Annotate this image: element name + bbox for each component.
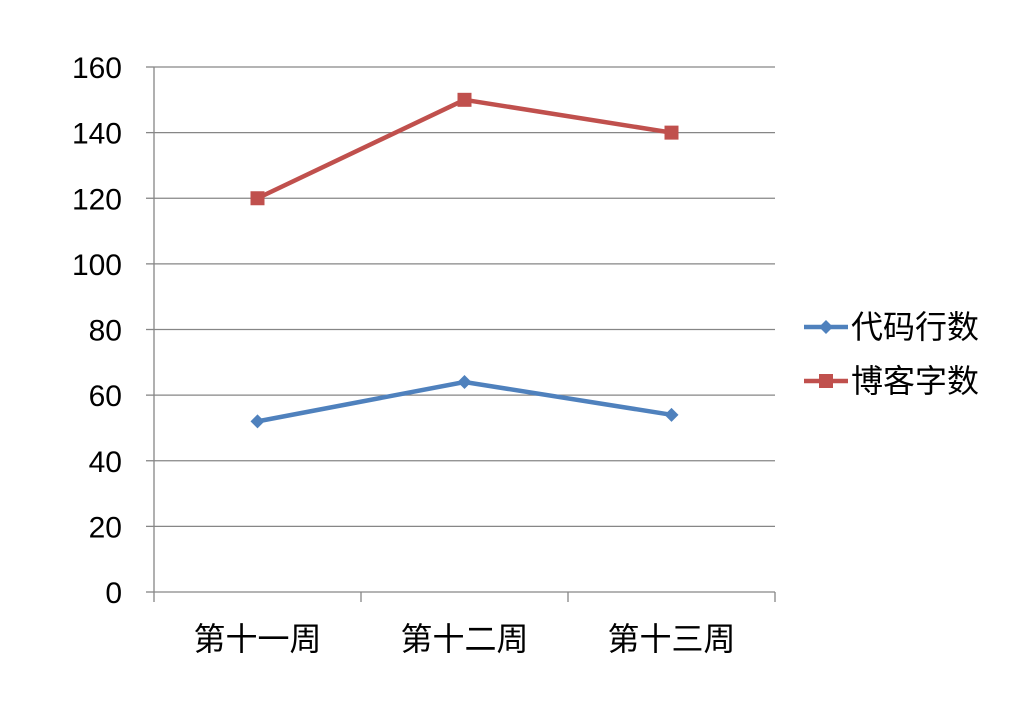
legend-label: 博客字数	[851, 362, 979, 400]
y-tick-label: 80	[89, 315, 122, 348]
data-point	[664, 407, 679, 422]
x-tick-label: 第十一周	[193, 620, 321, 658]
x-axis-ticks: 第十一周 第十二周 第十三周	[153, 592, 776, 658]
series-line	[256, 97, 672, 201]
data-point	[457, 375, 472, 389]
legend-entry: 代码行数	[804, 308, 979, 346]
legend-label: 代码行数	[851, 308, 979, 346]
legend-marker	[819, 320, 833, 334]
y-tick-label: 120	[72, 183, 122, 216]
y-axis-ticks: 0 20 40 60 80 100 120 140 160	[72, 52, 154, 610]
y-tick-label: 60	[89, 380, 122, 413]
y-tick-label: 140	[72, 118, 122, 151]
gridlines	[154, 66, 775, 528]
y-tick-label: 20	[89, 511, 122, 544]
series-2	[250, 92, 679, 206]
series-layer	[250, 92, 679, 429]
legend-entry: 博客字数	[804, 362, 979, 400]
y-tick-label: 160	[72, 52, 122, 85]
y-tick-label: 40	[89, 446, 122, 479]
y-tick-label: 0	[105, 577, 122, 610]
y-tick-label: 100	[72, 249, 122, 282]
legend-marker	[819, 374, 833, 388]
x-tick-label: 第十二周	[400, 620, 528, 658]
data-point	[250, 414, 265, 429]
data-point	[250, 191, 265, 206]
series-1	[250, 375, 679, 429]
x-tick-label: 第十三周	[607, 620, 735, 658]
data-point	[664, 125, 679, 140]
data-point	[457, 92, 472, 107]
